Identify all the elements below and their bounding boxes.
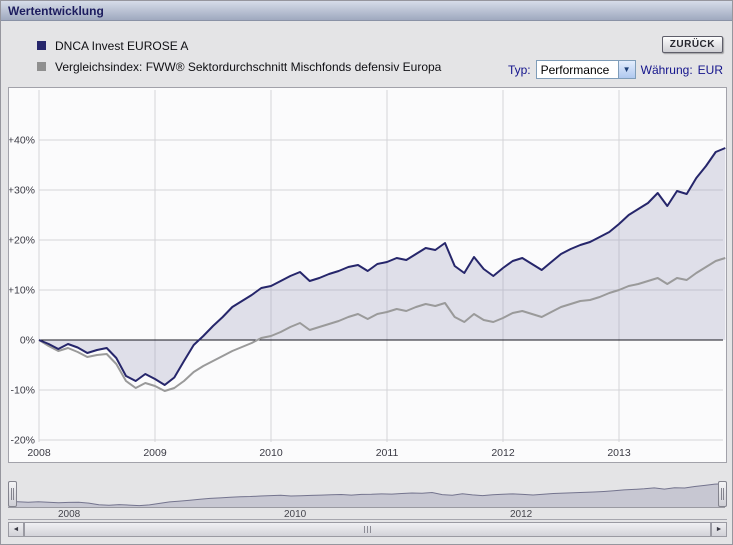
svg-text:-10%: -10% xyxy=(10,385,35,397)
svg-text:2012: 2012 xyxy=(491,447,515,459)
back-button[interactable]: ZURÜCK xyxy=(661,36,723,53)
svg-text:2010: 2010 xyxy=(284,509,307,519)
legend-item-fund: DNCA Invest EUROSE A xyxy=(37,35,441,56)
scroll-left-button[interactable]: ◄ xyxy=(8,522,24,537)
scrollbar-track[interactable] xyxy=(24,522,711,537)
drag-grip-icon xyxy=(721,488,722,500)
chart-legend: DNCA Invest EUROSE A Vergleichsindex: FW… xyxy=(37,35,441,77)
type-select[interactable]: Performance ▼ xyxy=(535,60,636,79)
scrollbar-thumb[interactable] xyxy=(24,522,711,537)
legend-fund-label: DNCA Invest EUROSE A xyxy=(55,38,189,53)
performance-chart-area: 2008 2009 2010 2011 2012 2013 +40% +30% +20% +10%… xyxy=(8,87,727,463)
svg-text:+10%: +10% xyxy=(9,285,35,297)
drag-grip-icon xyxy=(364,526,371,533)
svg-text:+20%: +20% xyxy=(9,235,35,247)
scroll-left-icon: ◄ xyxy=(12,526,20,533)
legend-item-index: Vergleichsindex: FWW® Sektordurchschnitt… xyxy=(37,56,441,77)
scroll-right-icon: ► xyxy=(715,526,723,533)
drag-grip-icon xyxy=(723,488,724,500)
svg-text:-20%: -20% xyxy=(10,435,35,447)
currency-value: EUR xyxy=(697,62,723,77)
scroll-right-button[interactable]: ► xyxy=(711,522,727,537)
svg-text:+30%: +30% xyxy=(9,185,35,197)
fund-color-swatch xyxy=(37,41,46,50)
svg-text:2011: 2011 xyxy=(376,447,399,459)
svg-text:+40%: +40% xyxy=(9,135,35,147)
legend-index-label: Vergleichsindex: FWW® Sektordurchschnitt… xyxy=(55,59,442,74)
svg-text:2013: 2013 xyxy=(607,447,631,459)
svg-text:2009: 2009 xyxy=(143,447,167,459)
svg-text:0%: 0% xyxy=(20,335,35,347)
drag-grip-icon xyxy=(11,488,12,500)
chart-navigator: 2008 2010 2012 xyxy=(8,480,727,520)
index-color-swatch xyxy=(37,62,46,71)
performance-chart-svg: 2008 2009 2010 2011 2012 2013 +40% +30% +20% +10%… xyxy=(9,90,726,459)
svg-text:2008: 2008 xyxy=(58,509,81,519)
panel-titlebar: Wertentwicklung xyxy=(1,1,732,21)
type-select-value: Performance xyxy=(540,63,610,77)
navigator-chart-svg: 2008 2010 2012 xyxy=(8,483,725,519)
navigator-left-handle[interactable] xyxy=(8,481,17,507)
svg-text:2010: 2010 xyxy=(259,447,283,459)
chart-controls-row: Typ: Performance ▼ Währung: EUR xyxy=(508,60,723,79)
drag-grip-icon xyxy=(13,488,14,500)
type-label: Typ: xyxy=(507,62,531,77)
svg-text:2008: 2008 xyxy=(27,447,51,459)
currency-label: Währung: xyxy=(640,62,693,77)
svg-text:2012: 2012 xyxy=(510,509,533,519)
horizontal-scrollbar: ◄ ► xyxy=(8,522,727,537)
panel-title: Wertentwicklung xyxy=(8,4,104,18)
navigator-right-handle[interactable] xyxy=(718,481,727,507)
chevron-down-icon[interactable]: ▼ xyxy=(617,61,635,78)
